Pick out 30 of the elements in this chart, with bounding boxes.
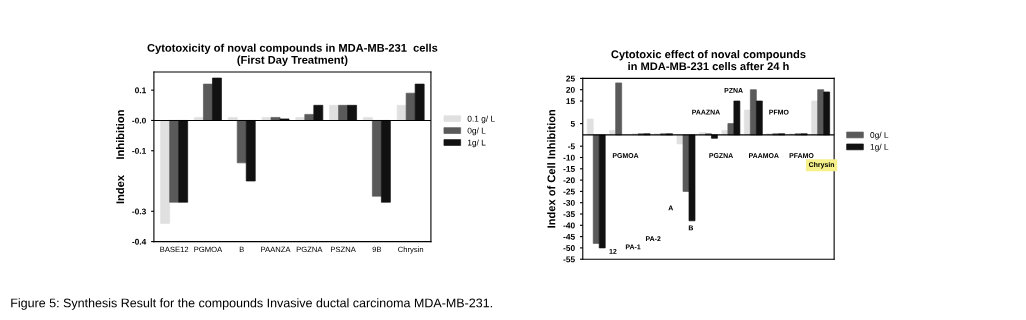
- y-tick-label: -5: [568, 143, 575, 150]
- y-tick-label: -55: [563, 256, 575, 263]
- y-tick-label: -40: [563, 222, 575, 229]
- y-tick-label: -0.0: [132, 117, 146, 124]
- y-tick-label: -50: [563, 245, 575, 251]
- legend-label: 0g/ L: [870, 131, 889, 140]
- y-axis-title: Index Inhibition: [115, 110, 125, 204]
- legend-label: 1g/ L: [870, 143, 889, 152]
- y-tick-label: -35: [563, 211, 575, 218]
- legend-label: 0g/ L: [467, 127, 486, 136]
- y-tick-label: 20: [566, 86, 575, 93]
- chart-title: Cytotoxic effect of noval compounds in MDA-MB-231 cells after 24 h: [611, 50, 806, 71]
- y-axis-title: Index of Cell Inhibition: [547, 109, 556, 228]
- y-tick-label: -10: [563, 154, 575, 161]
- caption: Figure 5: Synthesis Result for the compounds Invasive ductal carcinoma MDA-MB-231.: [11, 298, 492, 310]
- y-tick-label: 15: [566, 98, 575, 105]
- y-tick-label: -0.3: [132, 208, 146, 215]
- y-tick-label: -25: [563, 188, 575, 195]
- legend-label: 1g/ L: [467, 139, 486, 148]
- y-tick-label: -15: [563, 166, 575, 172]
- y-tick-label: -45: [563, 233, 575, 240]
- y-tick-label: 5: [570, 120, 575, 127]
- chart-title: Cytotoxicity of noval compounds in MDA-MB-231 cells (First Day Treatment): [147, 43, 438, 66]
- y-tick-label: -0.1: [132, 147, 147, 154]
- y-tick-label: 0.1: [135, 87, 147, 94]
- y-tick-label: -0.4: [132, 238, 147, 245]
- y-tick-label: 25: [566, 75, 575, 82]
- y-tick-label: -20: [563, 177, 575, 184]
- legend-label: 0.1 g/ L: [467, 115, 495, 124]
- y-tick-label: -30: [563, 199, 575, 206]
